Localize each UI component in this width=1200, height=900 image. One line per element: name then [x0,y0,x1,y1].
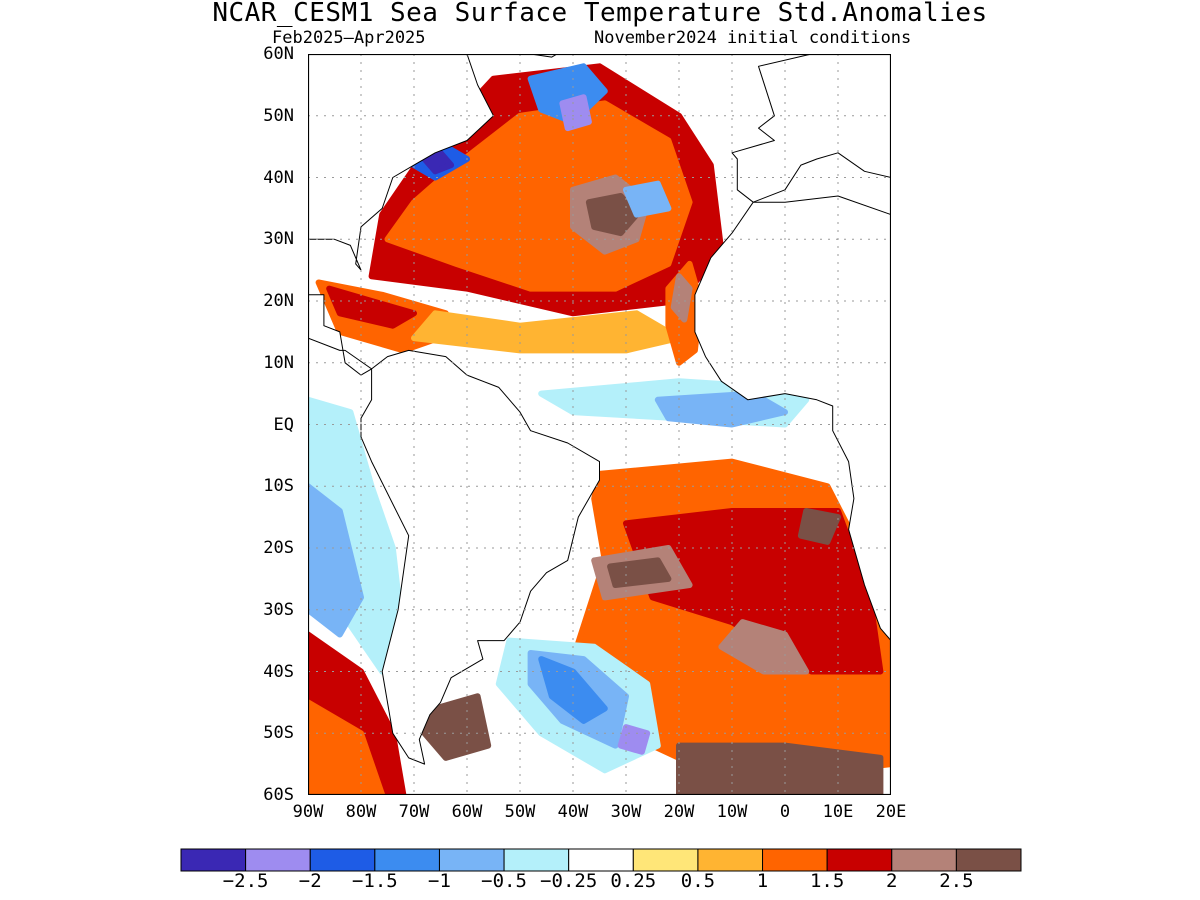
anomaly-region-15 [654,390,788,428]
colorbar-swatch [826,848,893,872]
anomaly-region-23 [797,508,841,545]
anomaly-region-3 [585,193,640,237]
lat-label: 10S [263,476,294,497]
colorbar-swatch [309,848,376,872]
lon-label: 50W [504,802,536,822]
anomaly-region-19 [623,508,884,675]
africa-land [694,195,891,642]
lat-label: 60N [263,44,294,64]
lon-label: 90W [292,802,324,822]
colorbar-swatch [632,848,699,872]
colorbar-swatch [374,848,440,872]
lat-label: 50S [263,723,294,744]
central-america-land [308,238,373,376]
anomaly-region-5 [326,285,417,329]
grid-lines [308,54,891,795]
anomaly-region-12 [559,94,592,132]
colorbar-swatch [245,848,311,872]
colorbar-swatch [180,848,247,872]
lon-label: 70W [398,802,430,822]
anomaly-region-28 [538,656,608,724]
colorbar [180,848,1022,872]
lat-label: EQ [273,414,294,435]
map-frame [308,54,891,795]
colorbar-label: 1.5 [809,870,845,892]
lat-label: 60S [263,785,294,805]
colorbar-label: 1 [756,870,769,892]
colorbar-swatch [955,848,1022,872]
anomaly-region-13 [623,180,672,218]
colorbar-label: 0.25 [610,870,657,892]
lon-label: 30W [610,802,642,822]
lon-label: 10E [822,802,854,822]
colorbar-swatch [891,848,957,872]
sst-anomaly-map [308,54,891,795]
lat-label: 10N [263,352,294,373]
anomaly-region-24 [676,742,884,795]
colorbar-label: −1.5 [351,870,398,892]
lat-label: 40N [263,167,294,188]
anomaly-region-31 [308,699,386,795]
lat-label: 20S [263,538,294,558]
anomaly-region-17 [308,483,364,638]
colorbar-swatch [438,848,505,872]
anomaly-region-29 [617,724,651,755]
lon-label: 60W [451,802,483,822]
colorbar-label: −2.5 [222,870,269,892]
anomaly-region-10 [421,149,455,175]
colorbar-label: −1 [428,870,451,892]
forecast-period: Feb2025–Apr2025 [272,28,426,48]
lat-label: 20N [263,291,294,311]
colorbar-label: 0.5 [680,870,716,892]
lon-label: 80W [345,802,377,822]
colorbar-label: −0.5 [481,870,527,892]
colorbar-label: 2 [886,870,898,892]
north-america-land [308,54,494,271]
colorbar-swatch [762,848,828,872]
europe-land [731,54,891,203]
lon-label: 10W [716,802,748,822]
lon-label: 20E [875,802,907,822]
map-title: NCAR_CESM1 Sea Surface Temperature Std.A… [212,0,988,28]
south-america-land [360,349,600,765]
lon-label: 0 [779,802,791,822]
land-masses [308,54,891,765]
lat-label: 30N [263,229,294,250]
lat-label: 50N [263,105,294,126]
anomaly-region-21 [607,557,672,588]
colorbar-label: −0.25 [540,870,598,892]
lat-label: 40S [263,661,294,682]
colorbar-swatch [697,848,764,872]
anomaly-region-6 [411,310,682,354]
lat-label: 30S [263,599,294,620]
anomaly-region-8 [670,273,693,323]
colorbar-label: −2 [298,870,322,892]
initial-conditions: November2024 initial conditions [594,28,912,48]
lon-label: 40W [557,802,589,822]
lon-label: 20W [663,802,695,822]
colorbar-swatch [568,848,634,872]
colorbar-swatch [503,848,570,872]
colorbar-label: 2.5 [939,870,974,892]
